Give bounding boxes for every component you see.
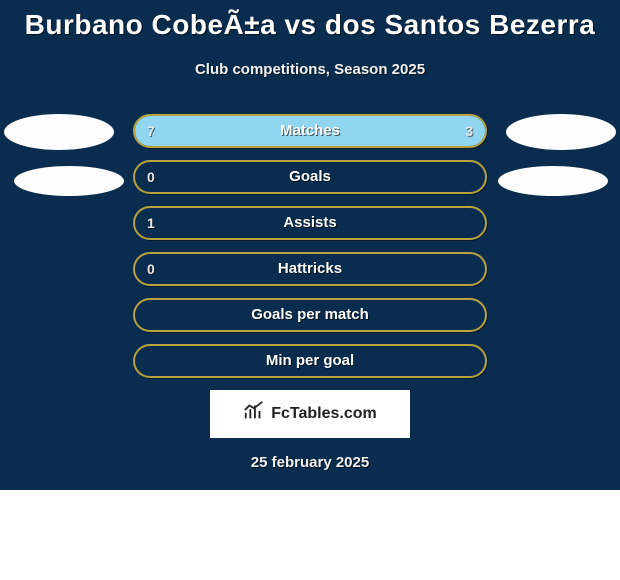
date-text: 25 february 2025 <box>0 454 620 471</box>
stat-label: Hattricks <box>135 254 485 284</box>
brand-chart-icon <box>243 400 265 427</box>
stat-label: Matches <box>135 116 485 146</box>
stat-label: Min per goal <box>135 346 485 376</box>
stat-value-right: 3 <box>465 116 473 146</box>
player2-crest-1 <box>506 114 616 150</box>
stats-list: Matches73Goals0Assists1Hattricks0Goals p… <box>133 114 487 378</box>
player1-crest-1 <box>4 114 114 150</box>
stat-row: Matches7 3 <box>133 114 487 148</box>
brand-text: FcTables.com <box>271 405 377 423</box>
player2-crest-2 <box>498 166 608 196</box>
stat-label: Goals <box>135 162 485 192</box>
stat-label: Goals per match <box>135 300 485 330</box>
stat-row: Goals per match <box>133 298 487 332</box>
stat-row: Goals0 <box>133 160 487 194</box>
stat-value-left: 7 <box>147 116 155 146</box>
stat-value-left: 0 <box>147 162 155 192</box>
card-body: Matches73Goals0Assists1Hattricks0Goals p… <box>0 114 620 471</box>
stat-row: Hattricks0 <box>133 252 487 286</box>
stat-label: Assists <box>135 208 485 238</box>
stat-row: Min per goal <box>133 344 487 378</box>
comparison-card: Burbano CobeÃ±a vs dos Santos Bezerra Cl… <box>0 0 620 490</box>
stat-value-left: 0 <box>147 254 155 284</box>
subtitle: Club competitions, Season 2025 <box>0 61 620 78</box>
brand-box: FcTables.com <box>210 390 410 438</box>
stat-value-left: 1 <box>147 208 155 238</box>
player1-crest-2 <box>14 166 124 196</box>
page-title: Burbano CobeÃ±a vs dos Santos Bezerra <box>0 6 620 47</box>
stat-row: Assists1 <box>133 206 487 240</box>
